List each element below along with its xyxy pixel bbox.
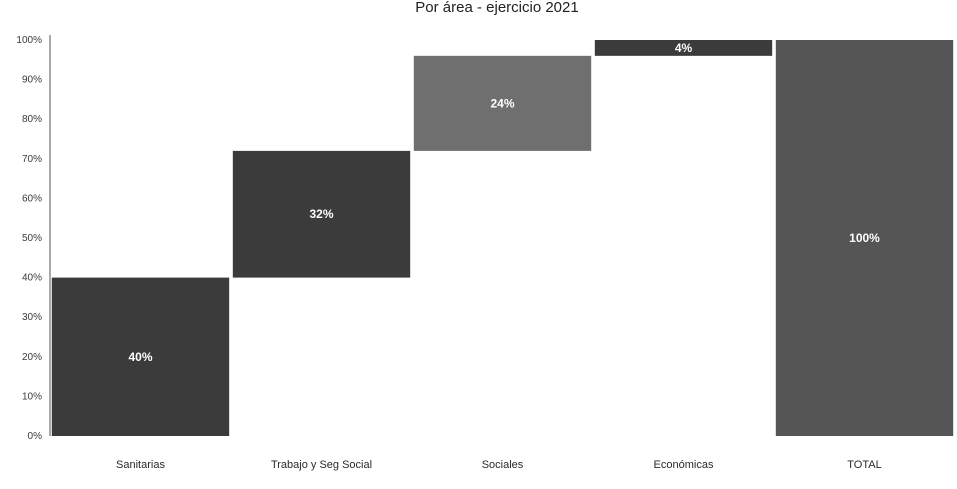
category-label: Sanitarias: [116, 459, 165, 471]
chart-title: Por área - ejercicio 2021: [415, 0, 578, 16]
y-tick-label: 80%: [22, 114, 42, 125]
y-tick-label: 50%: [22, 233, 42, 244]
y-tick-label: 10%: [22, 391, 42, 402]
y-tick-label: 40%: [22, 273, 42, 284]
y-tick-labels: 0% 10% 20% 30% 40% 50% 60% 70% 80% 90% 100%: [16, 35, 42, 442]
category-label: Trabajo y Seg Social: [271, 459, 372, 471]
bar: [232, 150, 411, 278]
data-label: 24%: [490, 96, 514, 110]
y-tick-label: 30%: [22, 312, 42, 323]
category-label: TOTAL: [847, 459, 881, 471]
y-tick-label: 0%: [28, 431, 43, 442]
data-label: 100%: [849, 231, 880, 245]
y-tick-label: 60%: [22, 193, 42, 204]
data-label: 32%: [309, 207, 333, 221]
y-tick-label: 90%: [22, 75, 42, 86]
category-labels: Sanitarias Trabajo y Seg Social Sociales Ec…: [116, 459, 882, 471]
category-label: Económicas: [654, 459, 714, 471]
y-tick-label: 20%: [22, 352, 42, 363]
data-labels: 40% 32% 24% 4% 100%: [128, 41, 880, 364]
bar: [594, 40, 773, 56]
bar: [413, 55, 592, 151]
bars: [51, 40, 954, 436]
data-label: 4%: [675, 41, 693, 55]
data-label: 40%: [128, 350, 152, 364]
bar: [775, 40, 954, 436]
bar: [51, 277, 230, 436]
category-label: Sociales: [482, 459, 524, 471]
y-tick-label: 100%: [16, 35, 42, 46]
y-tick-label: 70%: [22, 154, 42, 165]
